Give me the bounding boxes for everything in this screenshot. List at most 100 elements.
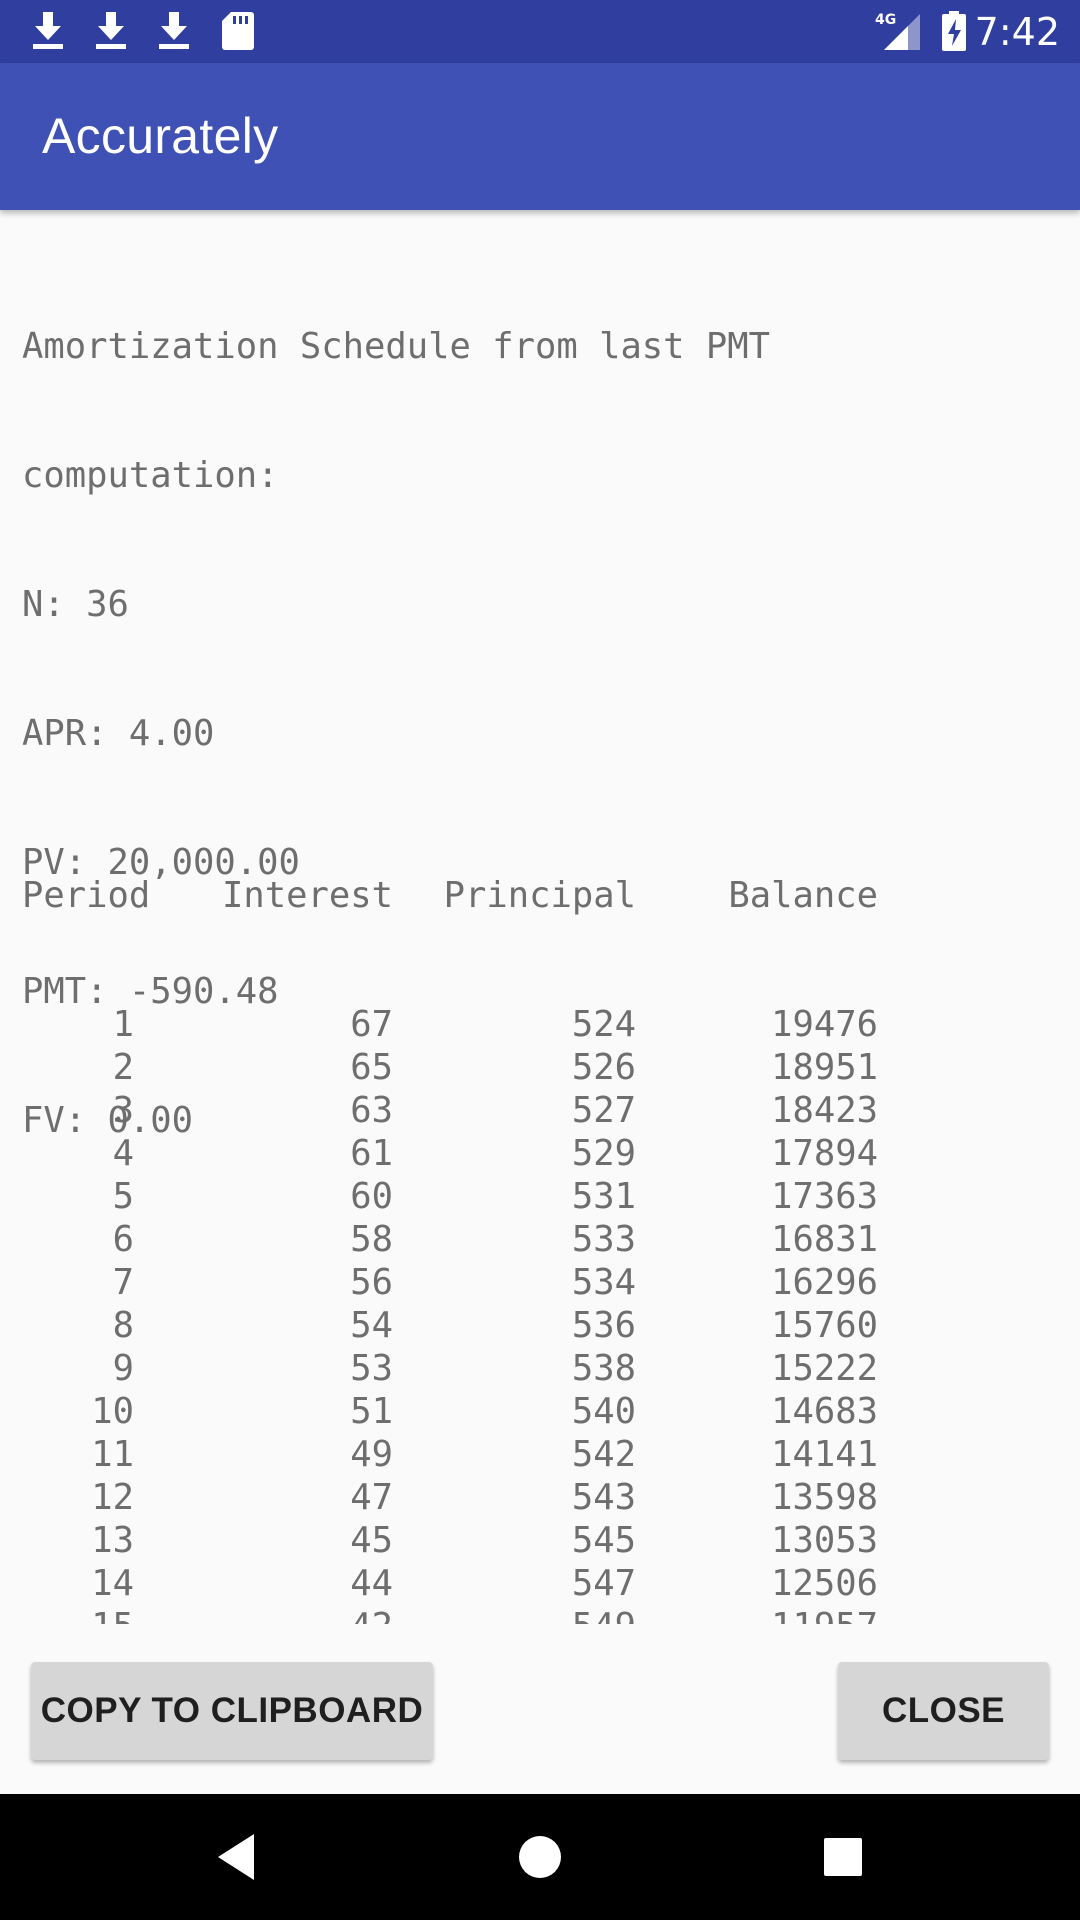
recents-icon[interactable] xyxy=(810,1824,876,1890)
summary-title-line2: computation: xyxy=(22,455,279,496)
cell-interest: 56 xyxy=(350,1262,393,1303)
cell-interest: 54 xyxy=(350,1305,393,1346)
cell-period: 11 xyxy=(91,1434,134,1475)
cell-balance: 19476 xyxy=(771,1004,878,1045)
cell-period: 3 xyxy=(112,1090,134,1131)
cell-interest: 42 xyxy=(172,1605,393,1624)
cell-balance: 17363 xyxy=(771,1176,878,1217)
battery-charging-icon xyxy=(942,11,966,51)
cell-principal: 531 xyxy=(571,1176,636,1217)
table-row: 12 47 543 13598 xyxy=(22,1476,878,1519)
status-time: 7:42 xyxy=(974,10,1060,54)
cell-balance: 15222 xyxy=(771,1348,878,1389)
sd-card-icon xyxy=(222,12,254,50)
button-bar: COPY TO CLIPBOARD CLOSE xyxy=(0,1624,1080,1794)
cell-interest: 51 xyxy=(350,1391,393,1432)
cell-principal: 524 xyxy=(571,1004,636,1045)
cell-principal: 533 xyxy=(571,1219,636,1260)
cell-principal: 534 xyxy=(571,1262,636,1303)
summary-title-line1: Amortization Schedule from last PMT xyxy=(22,326,771,367)
cell-period: 9 xyxy=(112,1348,134,1389)
summary-fv: FV: 0.00 xyxy=(22,1100,193,1141)
cell-principal: 540 xyxy=(571,1391,636,1432)
schedule-scroll-area[interactable]: Amortization Schedule from last PMT comp… xyxy=(0,210,1080,1624)
app-bar: Accurately xyxy=(0,63,1080,210)
cell-period: 5 xyxy=(112,1176,134,1217)
cell-period: 15 xyxy=(22,1605,134,1624)
cell-principal: 538 xyxy=(571,1348,636,1389)
cell-balance: 16831 xyxy=(771,1219,878,1260)
cell-principal: 536 xyxy=(571,1305,636,1346)
header-period: Period xyxy=(22,875,151,916)
table-row: 15 42 549 11957 xyxy=(22,1605,878,1624)
cell-interest: 63 xyxy=(350,1090,393,1131)
cell-interest: 61 xyxy=(350,1133,393,1174)
close-button[interactable]: CLOSE xyxy=(838,1662,1049,1760)
download-icon xyxy=(96,12,126,49)
table-row: 1 67 524 19476 xyxy=(22,1003,878,1046)
cell-period: 6 xyxy=(112,1219,134,1260)
table-row: 7 56 534 16296 xyxy=(22,1261,878,1304)
status-bar: 4G 7:42 xyxy=(0,0,1080,63)
back-icon[interactable] xyxy=(202,1824,268,1890)
cell-principal: 526 xyxy=(571,1047,636,1088)
header-balance: Balance xyxy=(728,875,878,916)
cell-interest: 53 xyxy=(350,1348,393,1389)
table-row: 14 44 547 12506 xyxy=(22,1562,878,1605)
table-row: 10 51 540 14683 xyxy=(22,1390,878,1433)
cell-balance: 14141 xyxy=(771,1434,878,1475)
cell-balance: 14683 xyxy=(771,1391,878,1432)
navigation-bar xyxy=(0,1794,1080,1920)
cell-principal: 549 xyxy=(417,1605,636,1624)
cell-period: 4 xyxy=(112,1133,134,1174)
header-interest: Interest xyxy=(222,875,393,916)
cell-period: 13 xyxy=(91,1520,134,1561)
table-row: 11 49 542 14141 xyxy=(22,1433,878,1476)
table-header-row: Period Interest Principal Balance xyxy=(22,874,878,917)
cell-interest: 67 xyxy=(350,1004,393,1045)
table-row: 5 60 531 17363 xyxy=(22,1175,878,1218)
cell-interest: 45 xyxy=(350,1520,393,1561)
cell-period: 8 xyxy=(112,1305,134,1346)
summary-n: N: 36 xyxy=(22,584,129,625)
copy-to-clipboard-button[interactable]: COPY TO CLIPBOARD xyxy=(31,1662,433,1760)
cell-interest: 58 xyxy=(350,1219,393,1260)
cell-period: 12 xyxy=(91,1477,134,1518)
cell-principal: 527 xyxy=(571,1090,636,1131)
download-icon xyxy=(159,12,189,49)
signal-icon: 4G xyxy=(875,12,920,50)
cell-interest: 65 xyxy=(350,1047,393,1088)
cell-balance: 18951 xyxy=(771,1047,878,1088)
cell-period: 10 xyxy=(91,1391,134,1432)
table-row: 9 53 538 15222 xyxy=(22,1347,878,1390)
summary-pv: PV: 20,000.00 xyxy=(22,842,300,883)
cell-principal: 542 xyxy=(571,1434,636,1475)
summary-block: Amortization Schedule from last PMT comp… xyxy=(22,239,770,1228)
cell-interest: 49 xyxy=(350,1434,393,1475)
cell-principal: 545 xyxy=(571,1520,636,1561)
cell-period: 7 xyxy=(112,1262,134,1303)
cell-balance: 17894 xyxy=(771,1133,878,1174)
cell-balance: 16296 xyxy=(771,1262,878,1303)
table-row: 4 61 529 17894 xyxy=(22,1132,878,1175)
table-row: 2 65 526 18951 xyxy=(22,1046,878,1089)
cell-interest: 60 xyxy=(350,1176,393,1217)
cell-principal: 543 xyxy=(571,1477,636,1518)
cell-balance: 18423 xyxy=(771,1090,878,1131)
cell-balance: 12506 xyxy=(771,1563,878,1604)
cell-interest: 47 xyxy=(350,1477,393,1518)
download-icon xyxy=(33,12,63,49)
cell-balance: 13053 xyxy=(771,1520,878,1561)
header-principal: Principal xyxy=(443,875,636,916)
cell-balance: 13598 xyxy=(771,1477,878,1518)
cell-period: 1 xyxy=(112,1004,134,1045)
summary-apr: APR: 4.00 xyxy=(22,713,215,754)
cell-principal: 547 xyxy=(571,1563,636,1604)
home-icon[interactable] xyxy=(507,1824,573,1890)
cell-interest: 44 xyxy=(350,1563,393,1604)
network-type-label: 4G xyxy=(875,12,896,28)
amortization-table: Period Interest Principal Balance 1 67 524… xyxy=(22,788,878,1624)
cell-balance: 11957 xyxy=(662,1605,878,1624)
cell-balance: 15760 xyxy=(771,1305,878,1346)
table-row: 13 45 545 13053 xyxy=(22,1519,878,1562)
